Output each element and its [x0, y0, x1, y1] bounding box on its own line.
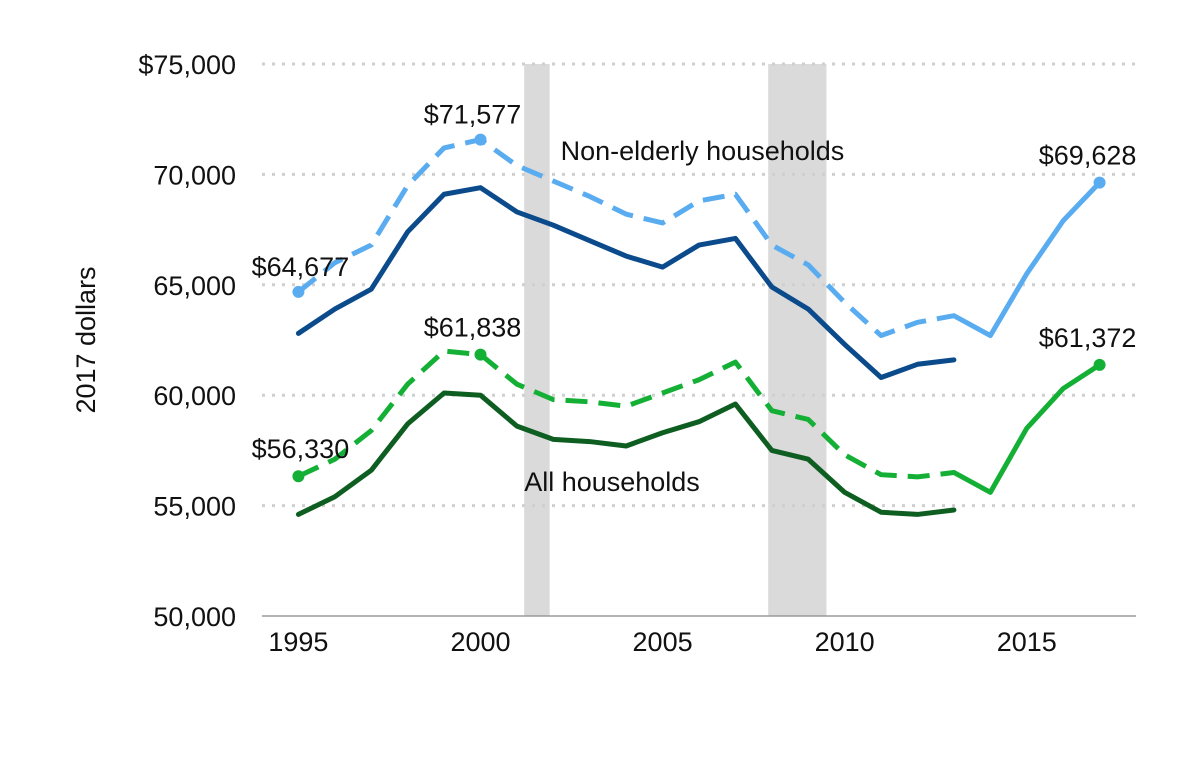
- series-annotation: Non-elderly households: [561, 136, 845, 166]
- all-solid-line: [295, 390, 957, 517]
- nonelderly-dashed-solid-segment: [951, 180, 1103, 339]
- data-point-marker: [292, 285, 305, 298]
- data-label: $61,372: [1039, 323, 1137, 353]
- recession-bands: [524, 64, 827, 616]
- data-label: $64,677: [252, 252, 350, 282]
- y-tick-label: 50,000: [153, 602, 236, 632]
- data-point-marker: [292, 470, 305, 483]
- recession-band-0: [524, 64, 550, 616]
- labeled-points: $64,677 $71,577 $69,628 $56,330 $61,838 $61,3…: [252, 100, 1137, 483]
- x-tick-label: 2010: [815, 627, 875, 657]
- recession-band-1: [768, 64, 827, 616]
- data-label: $56,330: [252, 434, 350, 464]
- gridlines: [262, 62, 1136, 617]
- y-axis: $75,000 70,000 65,000 60,000 55,000 50,000: [138, 50, 236, 632]
- x-tick-label: 1995: [268, 627, 328, 657]
- data-label: $69,628: [1039, 141, 1137, 171]
- y-tick-label: $75,000: [138, 50, 236, 80]
- y-tick-label: 70,000: [153, 160, 236, 190]
- series-annotations: Non-elderly households All households: [524, 136, 844, 497]
- data-point-marker: [474, 348, 487, 361]
- data-point-marker: [474, 133, 487, 146]
- all-dashed-solid-segment: [951, 362, 1103, 495]
- series-lines: [295, 137, 1103, 517]
- series-annotation: All households: [524, 467, 700, 497]
- y-tick-label: 60,000: [153, 381, 236, 411]
- x-tick-label: 2005: [633, 627, 693, 657]
- data-label: $71,577: [424, 100, 522, 130]
- x-tick-label: 2000: [450, 627, 510, 657]
- x-tick-label: 2015: [997, 627, 1057, 657]
- data-label: $61,838: [424, 313, 522, 343]
- all-dashed-line: [297, 348, 955, 480]
- nonelderly-solid-line: [295, 185, 957, 381]
- x-axis: 1995 2000 2005 2010 2015: [268, 627, 1056, 657]
- y-tick-label: 55,000: [153, 492, 236, 522]
- data-point-marker: [1093, 176, 1106, 189]
- y-tick-label: 65,000: [153, 271, 236, 301]
- nonelderly-dashed-line: [296, 137, 955, 339]
- data-point-marker: [1093, 358, 1106, 371]
- y-axis-title: 2017 dollars: [71, 266, 101, 413]
